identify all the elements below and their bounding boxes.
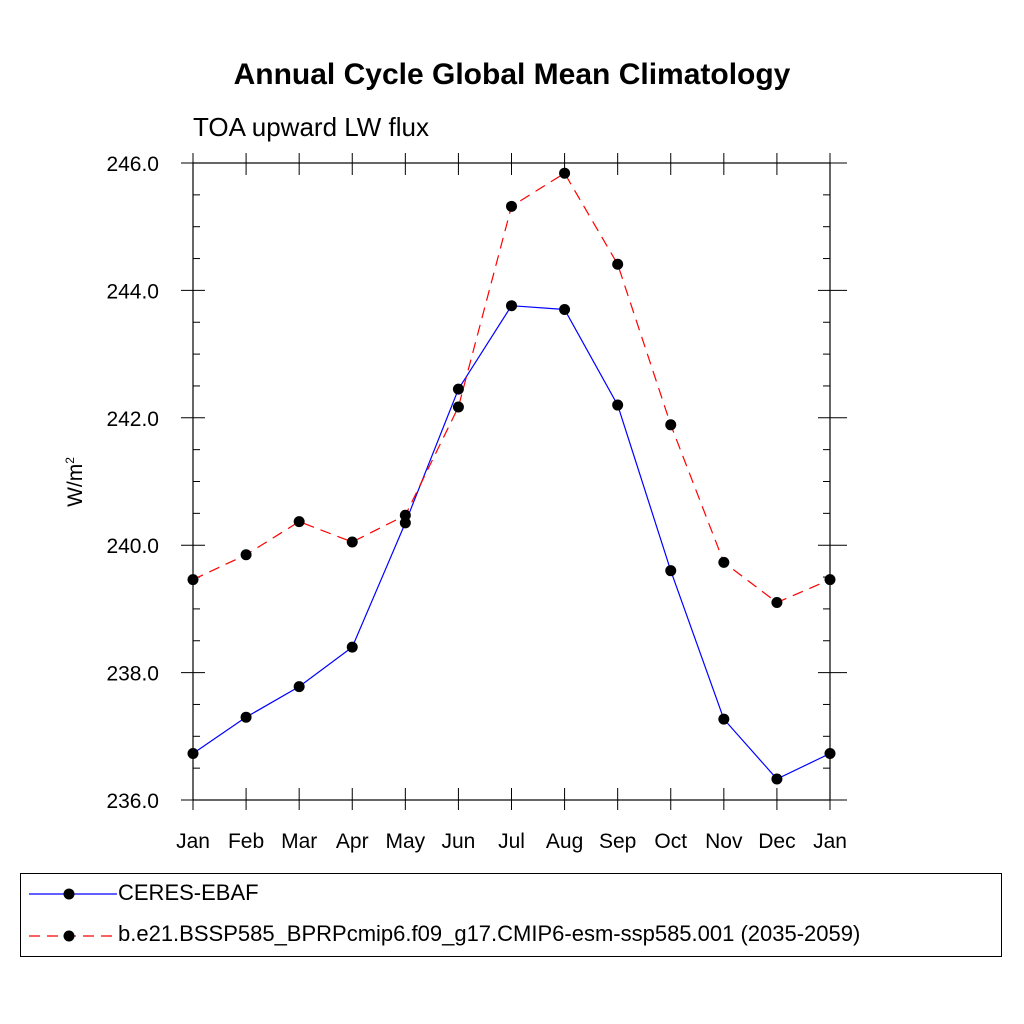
data-point-series-0 xyxy=(240,711,252,723)
data-point-series-1 xyxy=(187,574,199,586)
legend-label-model: b.e21.BSSP585_BPRPcmip6.f09_g17.CMIP6-es… xyxy=(118,921,861,946)
y-tick-label: 238.0 xyxy=(106,663,159,686)
x-tick-label: Apr xyxy=(336,830,369,853)
data-point-series-0 xyxy=(665,565,677,577)
legend-label-ceres: CERES-EBAF xyxy=(118,880,259,905)
x-tick-label: Oct xyxy=(654,830,687,853)
x-tick-label: Sep xyxy=(599,830,636,853)
data-point-series-1 xyxy=(346,536,358,548)
data-point-series-0 xyxy=(346,641,358,653)
data-point-series-0 xyxy=(559,304,571,316)
chart-title: Annual Cycle Global Mean Climatology xyxy=(233,58,791,91)
data-point-series-0 xyxy=(718,713,730,725)
y-axis-label-superscript: 2 xyxy=(63,457,77,464)
y-tick-label: 236.0 xyxy=(106,790,159,813)
x-tick-label: Feb xyxy=(228,830,264,853)
x-tick-label: Jun xyxy=(441,830,475,853)
data-point-series-1 xyxy=(506,200,517,212)
x-tick-label: Mar xyxy=(281,830,317,853)
x-tick-label: Nov xyxy=(705,830,743,853)
x-tick-label: Aug xyxy=(546,830,583,853)
x-tick-label: Jan xyxy=(176,830,210,853)
y-tick-label: 246.0 xyxy=(106,153,159,176)
data-point-series-1 xyxy=(399,509,411,521)
data-point-series-1 xyxy=(452,401,464,413)
data-point-series-1 xyxy=(559,167,571,179)
axis-ticks: Jan Feb Mar Apr May Jun Jul Aug Sep Oct Nov Dec Jan 2… xyxy=(106,153,847,853)
y-tick-label: 244.0 xyxy=(106,280,159,303)
data-point-series-1 xyxy=(824,574,836,586)
data-point-series-0 xyxy=(506,300,517,312)
chart-subtitle: TOA upward LW flux xyxy=(193,112,430,142)
svg-text:W/m2: W/m2 xyxy=(63,457,87,507)
data-point-series-1 xyxy=(240,549,252,561)
legend: CERES-EBAF b.e21.BSSP585_BPRPcmip6.f09_g… xyxy=(20,873,1002,957)
series-line-0 xyxy=(192,305,831,780)
legend-swatches xyxy=(29,888,117,942)
x-tick-label: Dec xyxy=(758,830,795,853)
y-axis-label-text: W/m xyxy=(64,464,87,507)
x-tick-label: May xyxy=(385,830,425,853)
data-point-series-0 xyxy=(187,747,199,759)
y-tick-label: 240.0 xyxy=(106,535,159,558)
x-tick-label: Jan xyxy=(813,830,847,853)
data-point-series-1 xyxy=(293,516,305,528)
data-point-series-1 xyxy=(665,419,677,431)
x-tick-label: Jul xyxy=(498,830,525,853)
data-point-series-0 xyxy=(771,773,783,785)
y-tick-label: 242.0 xyxy=(106,408,159,431)
data-point-series-0 xyxy=(399,517,411,529)
data-point-series-0 xyxy=(612,399,624,411)
data-point-series-0 xyxy=(824,747,836,759)
data-point-series-1 xyxy=(771,597,783,609)
y-axis-label: W/m2 xyxy=(63,457,87,507)
legend-swatch-marker-model xyxy=(63,930,75,942)
data-point-series-1 xyxy=(718,556,730,568)
series-line-1 xyxy=(192,172,831,604)
series-layer xyxy=(187,167,836,785)
plot-frame xyxy=(192,162,831,801)
data-point-series-0 xyxy=(293,681,305,693)
data-point-series-1 xyxy=(612,258,624,270)
legend-swatch-marker-ceres xyxy=(63,888,75,900)
data-point-series-0 xyxy=(452,383,464,395)
